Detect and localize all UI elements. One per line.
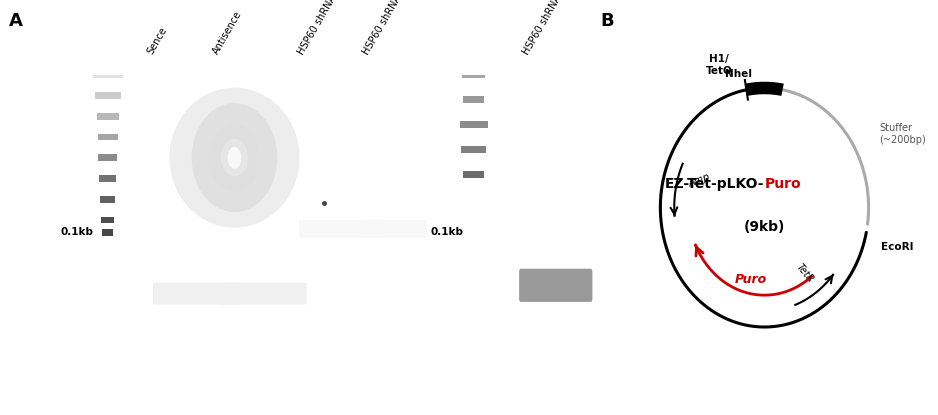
FancyBboxPatch shape xyxy=(99,175,116,182)
FancyBboxPatch shape xyxy=(519,269,593,302)
FancyBboxPatch shape xyxy=(463,96,484,103)
FancyBboxPatch shape xyxy=(90,46,126,53)
FancyBboxPatch shape xyxy=(102,229,113,236)
Text: HSP60 shRNA(2): HSP60 shRNA(2) xyxy=(361,0,410,56)
FancyBboxPatch shape xyxy=(219,283,307,305)
FancyBboxPatch shape xyxy=(461,146,486,153)
Text: A: A xyxy=(9,12,23,30)
Text: Puro: Puro xyxy=(734,273,767,286)
Text: EcoRI: EcoRI xyxy=(882,242,914,252)
Text: Puro: Puro xyxy=(764,177,801,190)
Ellipse shape xyxy=(191,103,278,212)
FancyBboxPatch shape xyxy=(299,220,381,237)
Text: HSP60 shRNA(1): HSP60 shRNA(1) xyxy=(295,0,344,56)
FancyBboxPatch shape xyxy=(101,217,114,223)
Text: Sence: Sence xyxy=(145,25,169,56)
Text: Stuffer
(~200bp): Stuffer (~200bp) xyxy=(879,123,926,144)
Text: Antisence: Antisence xyxy=(211,9,244,56)
Text: ds: ds xyxy=(551,310,561,320)
Text: ss: ss xyxy=(258,315,267,325)
Text: Amp: Amp xyxy=(687,172,711,189)
Text: 0.1kb: 0.1kb xyxy=(61,227,94,237)
FancyBboxPatch shape xyxy=(463,171,484,178)
Text: (9kb): (9kb) xyxy=(744,220,785,234)
FancyBboxPatch shape xyxy=(461,46,487,54)
Text: ds: ds xyxy=(401,248,411,258)
Text: B: B xyxy=(600,12,614,30)
Ellipse shape xyxy=(228,147,241,168)
FancyBboxPatch shape xyxy=(93,71,123,78)
Text: EZ-Tet-pLKO-: EZ-Tet-pLKO- xyxy=(665,177,764,190)
Ellipse shape xyxy=(170,88,299,228)
FancyBboxPatch shape xyxy=(153,283,241,305)
Ellipse shape xyxy=(220,139,249,176)
Text: HSP60 shRNA(3): HSP60 shRNA(3) xyxy=(521,0,569,56)
FancyBboxPatch shape xyxy=(98,134,118,140)
FancyBboxPatch shape xyxy=(97,113,119,120)
Text: H1/
TetO: H1/ TetO xyxy=(706,54,733,76)
Text: NheI: NheI xyxy=(725,69,752,79)
Text: TetR: TetR xyxy=(794,261,815,284)
FancyBboxPatch shape xyxy=(100,196,115,203)
Ellipse shape xyxy=(209,123,260,192)
FancyBboxPatch shape xyxy=(95,92,121,99)
Text: 0.1kb: 0.1kb xyxy=(431,227,463,237)
Text: ss: ss xyxy=(192,315,202,325)
FancyBboxPatch shape xyxy=(460,121,488,128)
Text: ds: ds xyxy=(335,248,345,258)
FancyBboxPatch shape xyxy=(365,220,446,237)
FancyBboxPatch shape xyxy=(462,71,485,78)
FancyBboxPatch shape xyxy=(98,154,117,161)
